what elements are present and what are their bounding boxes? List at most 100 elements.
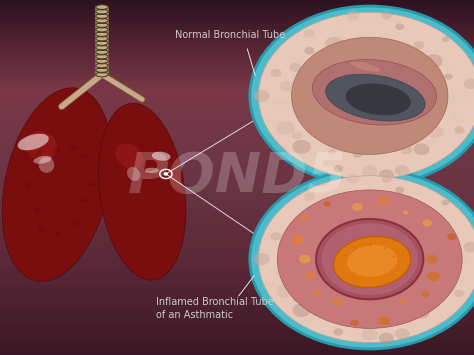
Ellipse shape [97,13,107,15]
Ellipse shape [346,83,411,115]
Circle shape [421,291,429,297]
Circle shape [382,12,392,20]
Circle shape [382,175,392,183]
Circle shape [414,307,429,318]
Text: POND5: POND5 [128,151,346,204]
Ellipse shape [97,58,107,60]
Circle shape [445,73,453,80]
Ellipse shape [97,22,107,24]
Circle shape [270,232,282,240]
Circle shape [413,41,424,49]
Circle shape [395,187,404,193]
Ellipse shape [78,164,87,168]
Circle shape [333,165,343,172]
Circle shape [395,165,410,176]
Ellipse shape [145,168,159,173]
Circle shape [304,210,315,218]
Ellipse shape [344,255,347,256]
Circle shape [346,174,359,184]
Ellipse shape [96,18,108,23]
Circle shape [427,272,440,281]
Circle shape [414,143,429,155]
Circle shape [365,179,374,186]
Circle shape [424,218,443,231]
Circle shape [272,100,290,113]
Circle shape [272,263,290,277]
Ellipse shape [96,14,108,18]
Circle shape [365,15,374,23]
Ellipse shape [326,74,425,121]
Ellipse shape [350,61,380,72]
Ellipse shape [96,54,108,59]
Circle shape [424,300,438,310]
Ellipse shape [17,181,22,188]
Circle shape [333,328,343,335]
Ellipse shape [96,50,108,54]
Circle shape [401,309,412,318]
Circle shape [444,226,453,233]
Ellipse shape [97,67,107,69]
Ellipse shape [97,53,107,55]
Ellipse shape [354,247,356,249]
Circle shape [328,312,336,317]
Ellipse shape [96,41,108,45]
Circle shape [264,118,273,124]
Ellipse shape [30,152,35,159]
Ellipse shape [96,27,108,32]
Circle shape [297,218,310,228]
Circle shape [304,47,315,55]
Circle shape [395,23,404,30]
Ellipse shape [2,88,111,282]
Ellipse shape [18,134,49,150]
Circle shape [445,237,453,243]
Circle shape [335,23,345,31]
Ellipse shape [97,62,107,64]
Circle shape [250,6,474,186]
Circle shape [325,200,343,214]
Ellipse shape [384,247,387,250]
Ellipse shape [97,17,107,20]
Ellipse shape [96,45,108,50]
Circle shape [401,41,409,47]
Circle shape [422,219,432,226]
Ellipse shape [127,167,140,181]
Circle shape [346,11,359,20]
Circle shape [292,140,311,154]
Ellipse shape [38,157,55,173]
Circle shape [322,223,418,295]
Ellipse shape [116,143,143,169]
Ellipse shape [96,59,108,63]
Ellipse shape [96,5,108,10]
Circle shape [450,89,469,103]
Ellipse shape [96,23,108,27]
Circle shape [353,150,363,158]
Ellipse shape [34,156,52,164]
Circle shape [413,204,424,213]
Circle shape [310,313,319,320]
Ellipse shape [334,236,410,288]
Ellipse shape [96,9,108,14]
Circle shape [424,136,438,147]
Circle shape [352,203,363,211]
Ellipse shape [370,244,371,246]
Circle shape [292,37,448,154]
Ellipse shape [62,135,71,139]
Circle shape [279,244,293,255]
Circle shape [258,176,474,343]
Circle shape [442,200,449,205]
Circle shape [424,54,443,68]
Circle shape [276,284,295,298]
Circle shape [250,169,474,349]
Circle shape [164,172,168,176]
Circle shape [351,320,359,326]
Circle shape [303,192,315,201]
Circle shape [332,298,342,305]
Ellipse shape [37,224,43,231]
Circle shape [292,295,302,303]
Ellipse shape [97,8,107,10]
Circle shape [377,197,389,205]
Ellipse shape [97,71,107,73]
Ellipse shape [347,245,397,277]
Ellipse shape [99,103,186,280]
Circle shape [401,146,412,154]
